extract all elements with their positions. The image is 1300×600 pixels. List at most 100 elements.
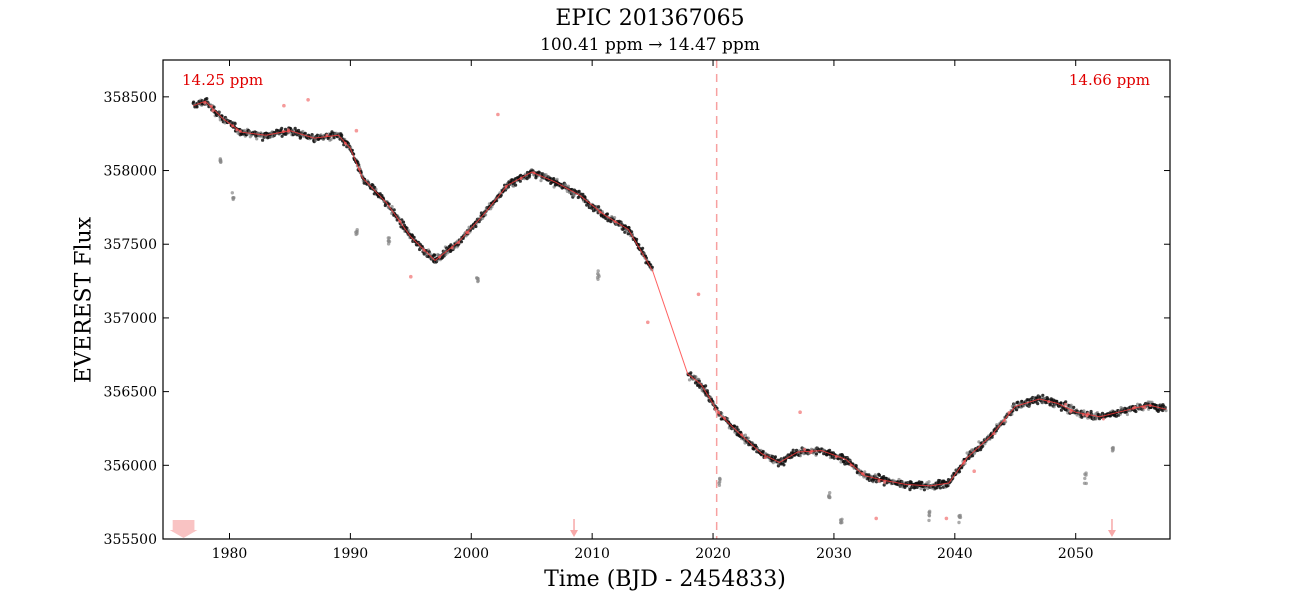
- y-tick-label: 356000: [104, 458, 157, 474]
- outlier-point: [718, 478, 722, 482]
- masked-point: [874, 516, 878, 521]
- flux-point: [585, 203, 589, 207]
- flux-point: [390, 205, 394, 209]
- y-tick-label: 355500: [104, 532, 157, 548]
- flux-point: [1012, 402, 1017, 406]
- flux-point: [877, 473, 882, 477]
- masked-point: [883, 480, 887, 484]
- masked-point: [809, 451, 812, 455]
- flux-point: [233, 122, 237, 126]
- flux-point: [459, 240, 464, 244]
- flux-point: [605, 212, 610, 216]
- outlier-point: [927, 510, 931, 514]
- flux-point: [474, 224, 478, 229]
- outlier-point: [386, 236, 390, 240]
- flux-point: [392, 208, 396, 212]
- x-tick-label: 2040: [937, 546, 973, 562]
- flux-point: [1064, 400, 1068, 404]
- plot-frame: [162, 59, 1171, 540]
- x-tick-label: 1990: [333, 546, 369, 562]
- flux-point: [798, 454, 803, 458]
- masked-point: [306, 98, 310, 102]
- flux-point: [452, 246, 456, 250]
- flux-point: [261, 138, 265, 142]
- masked-point: [409, 274, 413, 279]
- flux-point: [1136, 402, 1140, 406]
- outlier-point: [1082, 481, 1087, 485]
- flux-point: [544, 173, 548, 177]
- mask-markers: [169, 519, 1116, 538]
- flux-point: [635, 237, 639, 241]
- flux-point: [885, 481, 889, 485]
- flux-point: [922, 488, 927, 492]
- masked-point: [1064, 402, 1068, 406]
- flux-point: [965, 451, 969, 455]
- outlier-point: [596, 273, 601, 277]
- mask-arrow-head: [1107, 530, 1116, 537]
- flux-point: [514, 183, 518, 187]
- outlier-point: [596, 269, 600, 273]
- flux-point: [1082, 409, 1086, 413]
- outlier-point: [386, 239, 391, 243]
- mask-arrow-head: [570, 530, 579, 537]
- y-axis: 355500 356000 356500 357000 357500 358000 3585…: [104, 90, 1170, 548]
- flux-points: [191, 97, 1168, 492]
- y-tick-label: 356500: [104, 385, 157, 401]
- flux-point: [782, 463, 786, 467]
- y-tick-label: 357000: [104, 311, 157, 327]
- flux-point: [205, 97, 209, 101]
- x-tick-label: 2010: [574, 546, 610, 562]
- masked-point: [282, 103, 286, 108]
- flux-point: [380, 194, 384, 198]
- flux-point: [854, 464, 858, 468]
- flux-point: [814, 452, 819, 456]
- outlier-point: [219, 159, 223, 163]
- flux-point: [897, 477, 901, 482]
- flux-point: [1141, 408, 1145, 412]
- y-tick-label: 358500: [104, 90, 157, 106]
- x-tick-label: 2000: [453, 546, 489, 562]
- flux-point: [313, 138, 318, 143]
- flux-point: [293, 126, 297, 130]
- outlier-point: [355, 231, 359, 236]
- flux-point: [938, 486, 943, 490]
- flux-point: [401, 220, 406, 224]
- outlier-point: [957, 514, 961, 518]
- flux-point: [1164, 409, 1168, 413]
- masked-point: [763, 456, 767, 460]
- outlier-point: [231, 196, 235, 200]
- flux-point: [564, 183, 568, 187]
- flux-point: [773, 455, 778, 459]
- flux-point: [539, 179, 543, 183]
- flux-point: [1026, 398, 1030, 402]
- x-tick-label: 2020: [695, 546, 731, 562]
- outlier-points: [218, 157, 1115, 525]
- flux-point: [195, 105, 199, 109]
- flux-point: [280, 134, 284, 138]
- flux-point: [900, 480, 905, 484]
- flux-point: [301, 129, 305, 134]
- x-axis-label: Time (BJD - 2454833): [544, 567, 786, 592]
- flux-point: [746, 436, 750, 440]
- flux-point: [303, 131, 307, 135]
- flux-point: [1125, 412, 1129, 417]
- outlier-point: [1084, 471, 1088, 475]
- outlier-point: [957, 520, 961, 525]
- mask-block-arrow: [169, 530, 198, 538]
- flux-point: [882, 475, 886, 479]
- masked-point: [972, 469, 976, 474]
- masked-point: [646, 320, 650, 325]
- outlier-point: [827, 493, 831, 498]
- flux-point: [555, 177, 559, 181]
- flux-point: [1108, 414, 1113, 418]
- flux-point: [735, 425, 739, 429]
- outlier-point: [230, 191, 234, 195]
- flux-point: [828, 448, 832, 452]
- flux-point: [340, 133, 344, 137]
- flux-point: [971, 454, 975, 458]
- flux-point: [374, 187, 378, 191]
- flux-point: [743, 433, 748, 437]
- masked-point: [798, 410, 802, 415]
- flux-point: [726, 417, 730, 421]
